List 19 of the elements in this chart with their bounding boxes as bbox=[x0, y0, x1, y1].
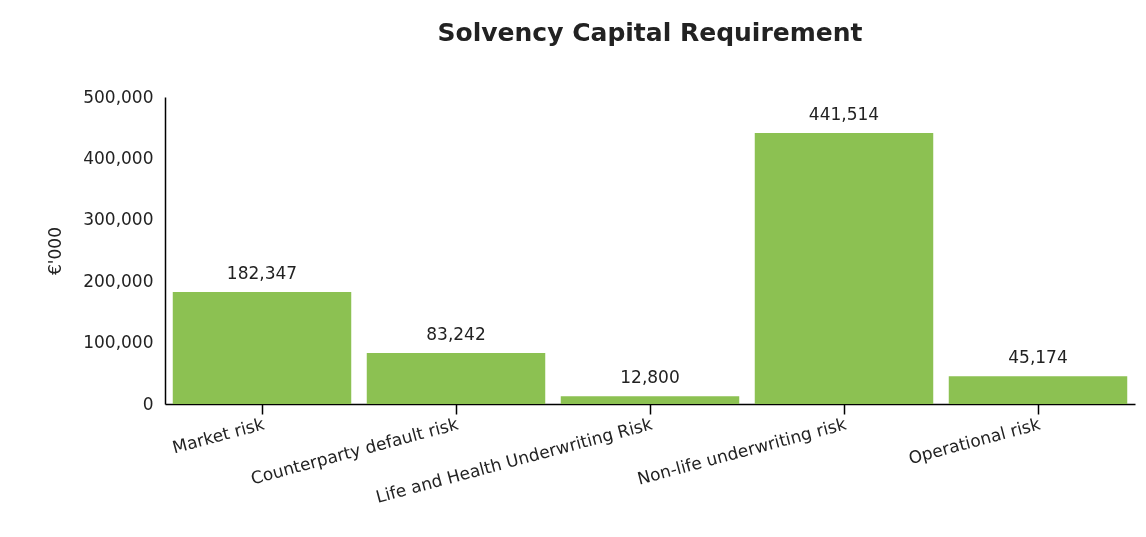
chart-title: Solvency Capital Requirement bbox=[437, 18, 863, 47]
data-label: 182,347 bbox=[226, 263, 298, 284]
y-axis-title: €'000 bbox=[45, 227, 66, 275]
bar bbox=[754, 132, 934, 404]
bar bbox=[366, 352, 546, 404]
y-tick-label: 100,000 bbox=[83, 332, 154, 353]
bar bbox=[560, 396, 740, 404]
y-tick-label: 500,000 bbox=[83, 86, 154, 107]
data-label: 45,174 bbox=[1008, 347, 1068, 368]
x-tick-label: Market risk bbox=[170, 413, 267, 458]
bar bbox=[948, 376, 1128, 404]
y-tick-label: 400,000 bbox=[83, 147, 154, 168]
y-tick-label: 300,000 bbox=[83, 209, 154, 230]
y-tick-label: 0 bbox=[142, 393, 154, 414]
y-tick-label: 200,000 bbox=[83, 270, 154, 291]
data-label: 12,800 bbox=[620, 367, 680, 388]
data-label: 441,514 bbox=[808, 103, 880, 124]
data-label: 83,242 bbox=[426, 323, 486, 344]
bar bbox=[172, 292, 352, 404]
